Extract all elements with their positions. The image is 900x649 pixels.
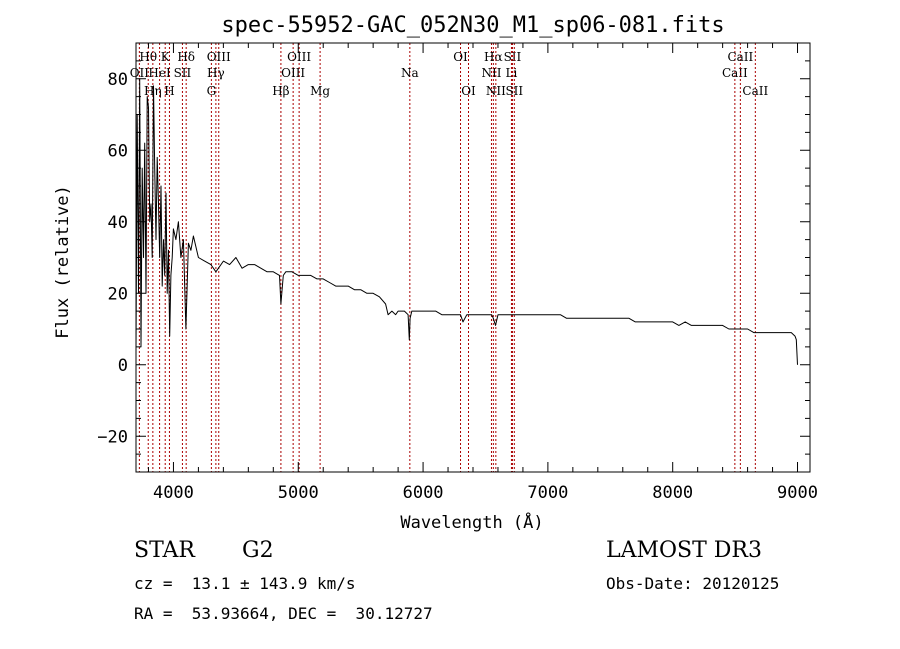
spectral-line-label: Hγ bbox=[207, 66, 225, 80]
spectral-line-label: OII bbox=[130, 66, 150, 80]
x-tick-label: 6000 bbox=[403, 483, 444, 503]
spectral-line-label: CaII bbox=[722, 66, 748, 80]
coordinates: RA = 53.93664, DEC = 30.12727 bbox=[134, 604, 433, 623]
plot-frame bbox=[135, 42, 811, 473]
spectral-line-label: CaII bbox=[727, 50, 753, 64]
spectral-line-label: CaII bbox=[742, 84, 768, 98]
y-tick-label: 0 bbox=[118, 356, 128, 376]
object-class: STAR bbox=[134, 538, 195, 563]
obs-date: Obs-Date: 20120125 bbox=[606, 574, 780, 593]
y-tick-label: 80 bbox=[108, 70, 128, 90]
survey-name: LAMOST DR3 bbox=[606, 538, 762, 563]
y-tick-label: 40 bbox=[108, 213, 128, 233]
spectral-line-label: OIII bbox=[281, 66, 305, 80]
x-axis-label: Wavelength (Å) bbox=[400, 511, 543, 533]
spectral-line-label: SII bbox=[504, 50, 522, 64]
y-tick-label: 20 bbox=[108, 284, 128, 304]
spectral-line-label: Hθ bbox=[139, 50, 157, 64]
spectral-line-label: K bbox=[161, 50, 171, 64]
x-tick-label: 7000 bbox=[527, 483, 568, 503]
redshift-value: cz = 13.1 ± 143.9 km/s bbox=[134, 574, 356, 593]
spectral-line-label: SII bbox=[174, 66, 192, 80]
spectral-line-markers: OIIHθHηHeIKHSIIHδGHγOIIIHβOIIIOIIIMgNaOI… bbox=[130, 43, 768, 472]
spectral-line-label: Na bbox=[401, 66, 419, 80]
y-tick-label: −20 bbox=[97, 427, 128, 447]
spectral-line-label: Hβ bbox=[272, 84, 289, 98]
axis-ticks: 4000 5000 6000 7000 8000 9000 −20 0 20 40 60 80 bbox=[97, 42, 818, 503]
spectral-line-label: Hη bbox=[144, 84, 162, 98]
spectral-line-label: OI bbox=[461, 84, 476, 98]
chart-title: spec-55952-GAC_052N30_M1_sp06-081.fits bbox=[221, 13, 724, 38]
spectral-line-label: OIII bbox=[287, 50, 311, 64]
x-tick-label: 8000 bbox=[652, 483, 693, 503]
x-tick-label: 5000 bbox=[278, 483, 319, 503]
subclass: G2 bbox=[242, 538, 274, 563]
spectral-line-label: OI bbox=[453, 50, 468, 64]
y-axis-label: Flux (relative) bbox=[53, 185, 73, 339]
spectral-line-label: NII bbox=[481, 66, 501, 80]
spectral-line-label: SII bbox=[505, 84, 523, 98]
x-tick-label: 4000 bbox=[153, 483, 194, 503]
spectral-line-label: H bbox=[164, 84, 174, 98]
spectral-line-label: G bbox=[207, 84, 217, 98]
x-tick-label: 9000 bbox=[777, 483, 818, 503]
spectral-line-label: Mg bbox=[310, 84, 330, 98]
spectral-line-label: OIII bbox=[207, 50, 231, 64]
spectrum-line bbox=[135, 78, 798, 365]
y-tick-label: 60 bbox=[108, 141, 128, 161]
spectrum-series bbox=[135, 78, 798, 365]
spectral-line-label: Hδ bbox=[177, 50, 195, 64]
spectral-line-label: Hα bbox=[484, 50, 503, 64]
spectral-line-label: HeI bbox=[148, 66, 171, 80]
spectral-line-label: Li bbox=[506, 66, 518, 80]
spectral-line-label: NII bbox=[486, 84, 506, 98]
